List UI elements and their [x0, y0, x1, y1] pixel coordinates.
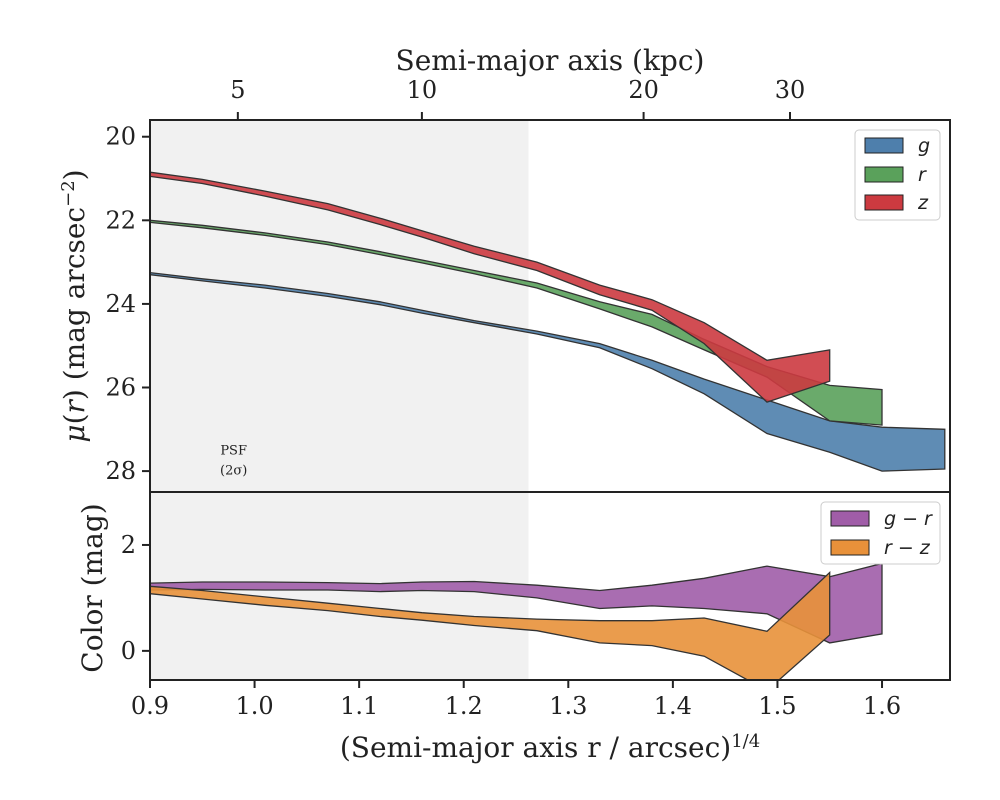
- top-bands: [150, 171, 946, 472]
- bottom-y-axis-title: Color (mag): [76, 503, 109, 672]
- kpc-tick-label: 10: [407, 76, 438, 104]
- y-tick-label: 28: [105, 457, 136, 485]
- y-tick-label: 22: [105, 206, 136, 234]
- top-y-ticks: 20 22 24 26 28: [105, 123, 150, 485]
- band-r: [150, 219, 883, 426]
- bottom-bands: [150, 562, 883, 680]
- x-tick-label: 1.0: [235, 692, 273, 720]
- kpc-tick-label: 30: [775, 76, 806, 104]
- legend-label-r-z: r − z: [884, 537, 931, 559]
- legend-label-z: z: [917, 192, 929, 214]
- y-tick-label: 2: [121, 531, 136, 559]
- x-tick-label: 1.1: [340, 692, 378, 720]
- x-tick-label: 1.4: [654, 692, 692, 720]
- legend-swatch-r: [864, 166, 904, 183]
- bottom-legend: g − r r − z: [820, 501, 941, 565]
- kpc-tick-label: 5: [230, 76, 245, 104]
- band-g: [150, 271, 946, 472]
- legend-swatch-r-z: [830, 539, 870, 556]
- kpc-tick-label: 20: [628, 76, 659, 104]
- top-legend: g r z: [854, 129, 941, 221]
- band-gr: [150, 562, 883, 644]
- legend-label-g-r: g − r: [884, 508, 933, 530]
- bottom-y-ticks: 02: [121, 531, 150, 665]
- legend-label-r: r: [918, 164, 927, 186]
- psf-annotation: PSF (2σ): [220, 443, 247, 478]
- band-rz: [150, 570, 831, 680]
- bottom-x-ticks: 0.9 1.0 1.1 1.2 1.3 1.4 1.5 1.6: [131, 680, 901, 720]
- legend-swatch-g-r: [830, 510, 870, 527]
- top-axis-title: Semi-major axis (kpc): [396, 44, 705, 77]
- band-z: [150, 171, 831, 403]
- psf-shaded-region-top: [150, 120, 529, 492]
- x-tick-label: 1.6: [863, 692, 901, 720]
- bottom-plot-frame: [149, 491, 951, 681]
- legend-label-g: g: [918, 135, 930, 157]
- legend-swatch-g: [864, 137, 904, 154]
- legend-swatch-z: [864, 194, 904, 211]
- psf-label: PSF: [220, 443, 247, 458]
- x-tick-label: 1.2: [445, 692, 483, 720]
- top-kpc-ticks: 5 10 20 30: [230, 76, 805, 120]
- x-tick-label: 1.5: [758, 692, 796, 720]
- color-panel: 02 0.9 1.0 1.1 1.2 1.3 1.4 1.5 1.6 Color (mag) …: [76, 491, 951, 765]
- x-tick-label: 1.3: [549, 692, 587, 720]
- y-tick-label: 0: [121, 637, 136, 665]
- top-y-axis-title: μ(r) (mag arcsec−2): [58, 169, 92, 442]
- y-tick-label: 24: [105, 290, 136, 318]
- y-tick-label: 20: [105, 123, 136, 151]
- psf-sigma-label: (2σ): [220, 463, 247, 478]
- y-tick-label: 26: [105, 374, 136, 402]
- bottom-x-axis-title: (Semi-major axis r / arcsec)1/4: [340, 731, 760, 765]
- x-tick-label: 0.9: [131, 692, 169, 720]
- surface-brightness-panel: 20 22 24 26 28 5 10 20 30 Semi-major axis (kpc)…: [58, 44, 951, 493]
